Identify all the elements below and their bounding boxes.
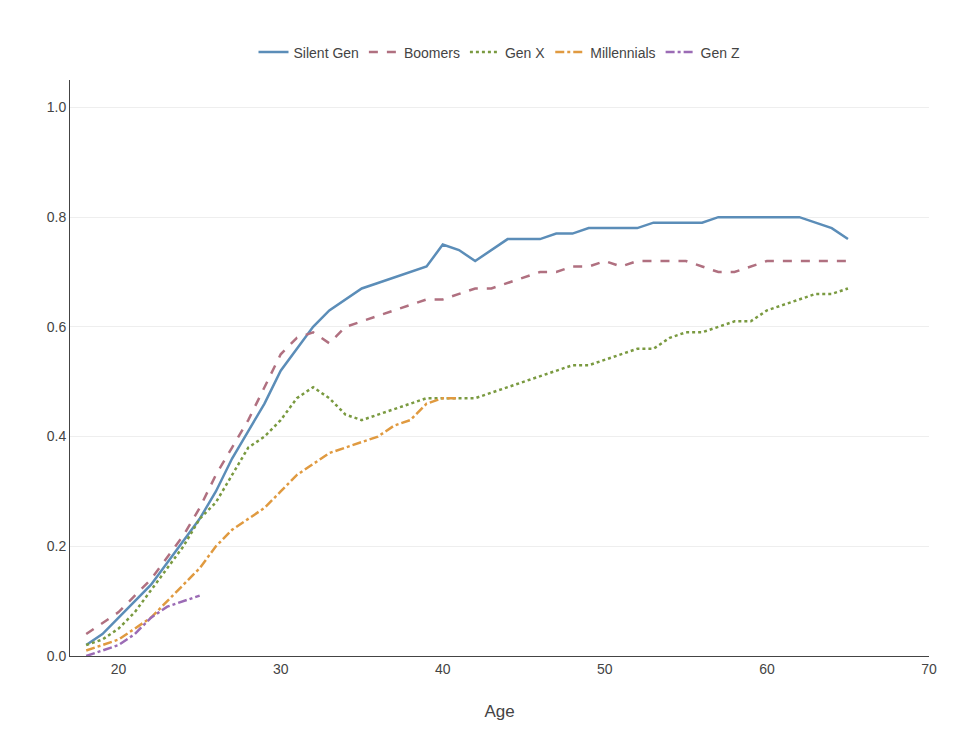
svg-text:Millennials: Millennials <box>590 45 655 61</box>
svg-text:Gen X: Gen X <box>505 45 545 61</box>
svg-text:0.6: 0.6 <box>47 319 67 335</box>
svg-text:Silent Gen: Silent Gen <box>294 45 359 61</box>
svg-text:0.8: 0.8 <box>47 209 67 225</box>
svg-text:60: 60 <box>759 661 775 677</box>
svg-text:0.2: 0.2 <box>47 538 67 554</box>
svg-text:Gen Z: Gen Z <box>701 45 740 61</box>
svg-text:20: 20 <box>111 661 127 677</box>
svg-text:40: 40 <box>435 661 451 677</box>
svg-text:0.4: 0.4 <box>47 428 67 444</box>
svg-text:0.0: 0.0 <box>47 648 67 664</box>
svg-text:Age: Age <box>484 702 514 721</box>
svg-text:50: 50 <box>597 661 613 677</box>
svg-text:70: 70 <box>921 661 937 677</box>
svg-text:1.0: 1.0 <box>47 99 67 115</box>
svg-text:30: 30 <box>273 661 289 677</box>
svg-text:Boomers: Boomers <box>404 45 460 61</box>
